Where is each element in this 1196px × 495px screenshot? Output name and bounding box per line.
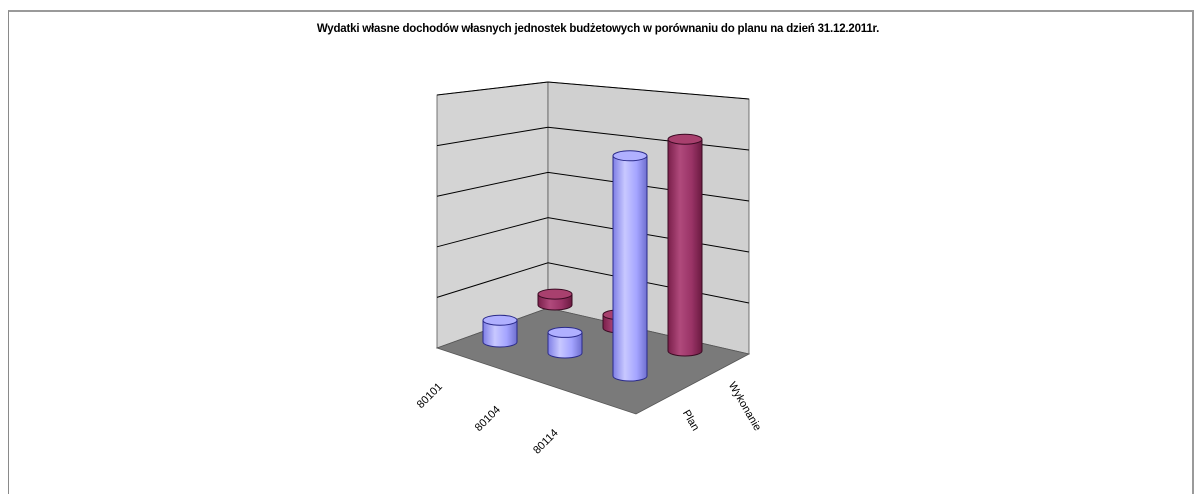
back-wall	[547, 81, 750, 355]
gridline	[436, 81, 750, 100]
bar-plan-80114	[612, 150, 648, 382]
chart-title: Wydatki własne dochodów własnych jednost…	[316, 23, 880, 35]
bar-wykonanie-80101	[537, 288, 573, 311]
bars	[482, 133, 703, 382]
bar-wykonanie-80114	[667, 133, 703, 357]
bar-plan-80104	[547, 326, 583, 359]
bar-plan-80101	[482, 314, 518, 348]
tick-label-80104: 80104	[473, 404, 503, 434]
tick-label-80114: 80114	[531, 427, 561, 457]
series-label-plan: Plan	[680, 408, 701, 433]
series-label-wykonanie: Wykonanie	[726, 380, 764, 433]
left-wall	[436, 81, 549, 349]
tick-label-80101: 80101	[415, 381, 445, 411]
